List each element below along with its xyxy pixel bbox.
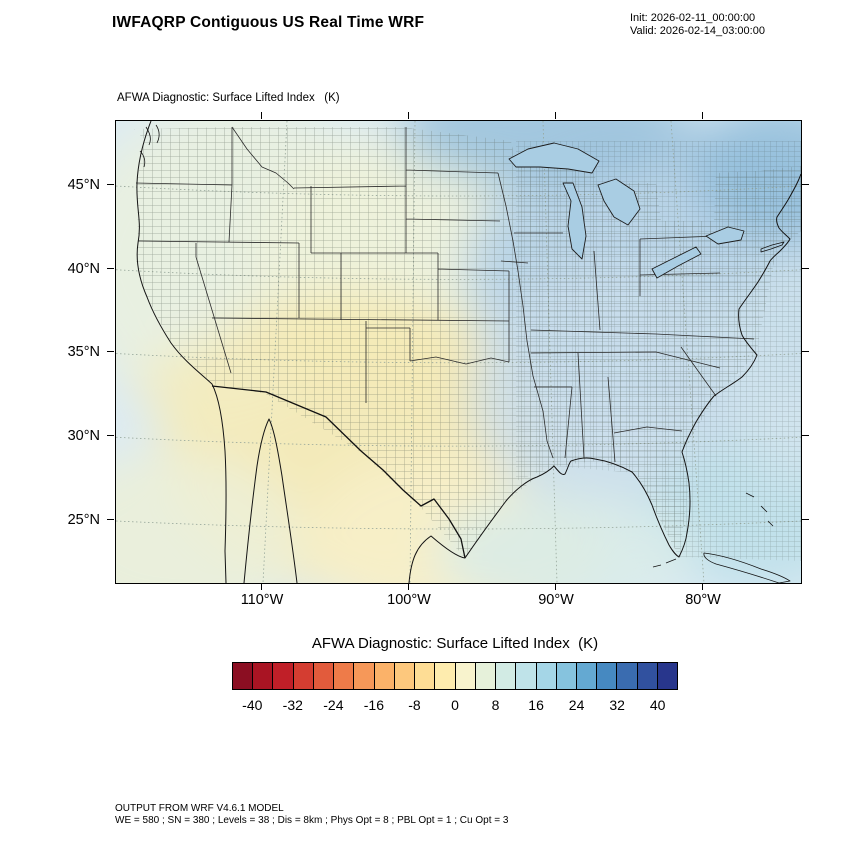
colorbar-segment [474, 662, 497, 690]
colorbar-tick-label: 0 [451, 697, 459, 713]
colorbar-segment [515, 662, 537, 690]
lon-tick-label: 80°W [685, 592, 721, 608]
lat-tick-mark-left [107, 351, 114, 353]
colorbar-segment [252, 662, 274, 690]
state-borders [135, 126, 755, 463]
lat-tick-label: 30°N [67, 428, 100, 444]
init-time-label: Init: 2026-02-11_00:00:00 [630, 12, 756, 24]
colorbar-segment [596, 662, 618, 690]
map-frame [115, 120, 802, 584]
colorbar-tick-label: -40 [242, 697, 263, 713]
islands [139, 124, 791, 583]
colorbar-segment [232, 662, 254, 690]
colorbar-tick-label: 32 [609, 697, 625, 713]
colorbar-segment [353, 662, 375, 690]
valid-time-label: Valid: 2026-02-14_03:00:00 [630, 25, 765, 37]
colorbar-segment [495, 662, 517, 690]
lon-tick-mark-top [408, 112, 410, 119]
colorbar-tick-label: -16 [363, 697, 384, 713]
great-lakes [508, 142, 745, 279]
lon-tick-mark-top [555, 112, 557, 119]
colorbar-title: AFWA Diagnostic: Surface Lifted Index (K… [311, 635, 599, 652]
lat-tick-mark-right [802, 184, 809, 186]
colorbar-tick-label: -32 [282, 697, 303, 713]
colorbar-tick-label: 24 [568, 697, 585, 713]
lat-tick-mark-right [802, 268, 809, 270]
colorbar-tick-labels: -40 -32 -24 -16 -8 0 8 16 24 32 40 [232, 697, 678, 717]
colorbar-segment [555, 662, 577, 690]
coastlines [136, 121, 801, 583]
lat-tick-label: 45°N [67, 177, 100, 193]
lat-tick-mark-left [107, 184, 114, 186]
colorbar-segment [616, 662, 638, 690]
colorbar-segment [575, 662, 598, 690]
mexico-border [211, 385, 466, 559]
conus-map-image [116, 121, 801, 583]
lon-tick-label: 100°W [387, 592, 431, 608]
lat-tick-mark-left [107, 435, 114, 437]
colorbar-tick-label: 40 [649, 697, 666, 713]
lon-tick-label: 110°W [240, 592, 284, 608]
lon-tick-mark-bottom [555, 583, 557, 590]
colorbar-segment [333, 662, 355, 690]
field-label: AFWA Diagnostic: Surface Lifted Index (K… [117, 92, 340, 104]
lat-tick-mark-right [802, 435, 809, 437]
lon-tick-label: 90°W [538, 592, 574, 608]
lat-tick-label: 25°N [67, 512, 100, 528]
lat-tick-mark-right [802, 519, 809, 521]
lat-tick-mark-right [802, 351, 809, 353]
colorbar-segment [535, 662, 557, 690]
colorbar-tick-label: -8 [408, 697, 421, 713]
colorbar-segment [272, 662, 294, 690]
footer-model-line: OUTPUT FROM WRF V4.6.1 MODEL [115, 803, 284, 814]
lat-tick-label: 35°N [67, 344, 100, 360]
colorbar-segment [656, 662, 679, 690]
lat-tick-mark-left [107, 268, 114, 270]
colorbar-segment [292, 662, 314, 690]
lon-tick-mark-bottom [261, 583, 263, 590]
colorbar-segment [414, 662, 436, 690]
colorbar-segment [393, 662, 416, 690]
lon-tick-mark-top [261, 112, 263, 119]
lon-tick-mark-bottom [702, 583, 704, 590]
lon-tick-mark-bottom [408, 583, 410, 590]
colorbar [232, 662, 679, 690]
lat-tick-label: 40°N [67, 261, 100, 277]
colorbar-segment [373, 662, 395, 690]
lon-tick-mark-top [702, 112, 704, 119]
colorbar-tick-label: 16 [528, 697, 544, 713]
plot-title: IWFAQRP Contiguous US Real Time WRF [112, 14, 425, 31]
footer-config-line: WE = 580 ; SN = 380 ; Levels = 38 ; Dis … [115, 815, 509, 826]
colorbar-tick-label: 8 [491, 697, 500, 713]
colorbar-segment [434, 662, 456, 690]
colorbar-segment [454, 662, 476, 690]
colorbar-segment [636, 662, 658, 690]
colorbar-tick-label: -24 [323, 697, 344, 713]
lat-tick-mark-left [107, 519, 114, 521]
colorbar-segment [312, 662, 335, 690]
